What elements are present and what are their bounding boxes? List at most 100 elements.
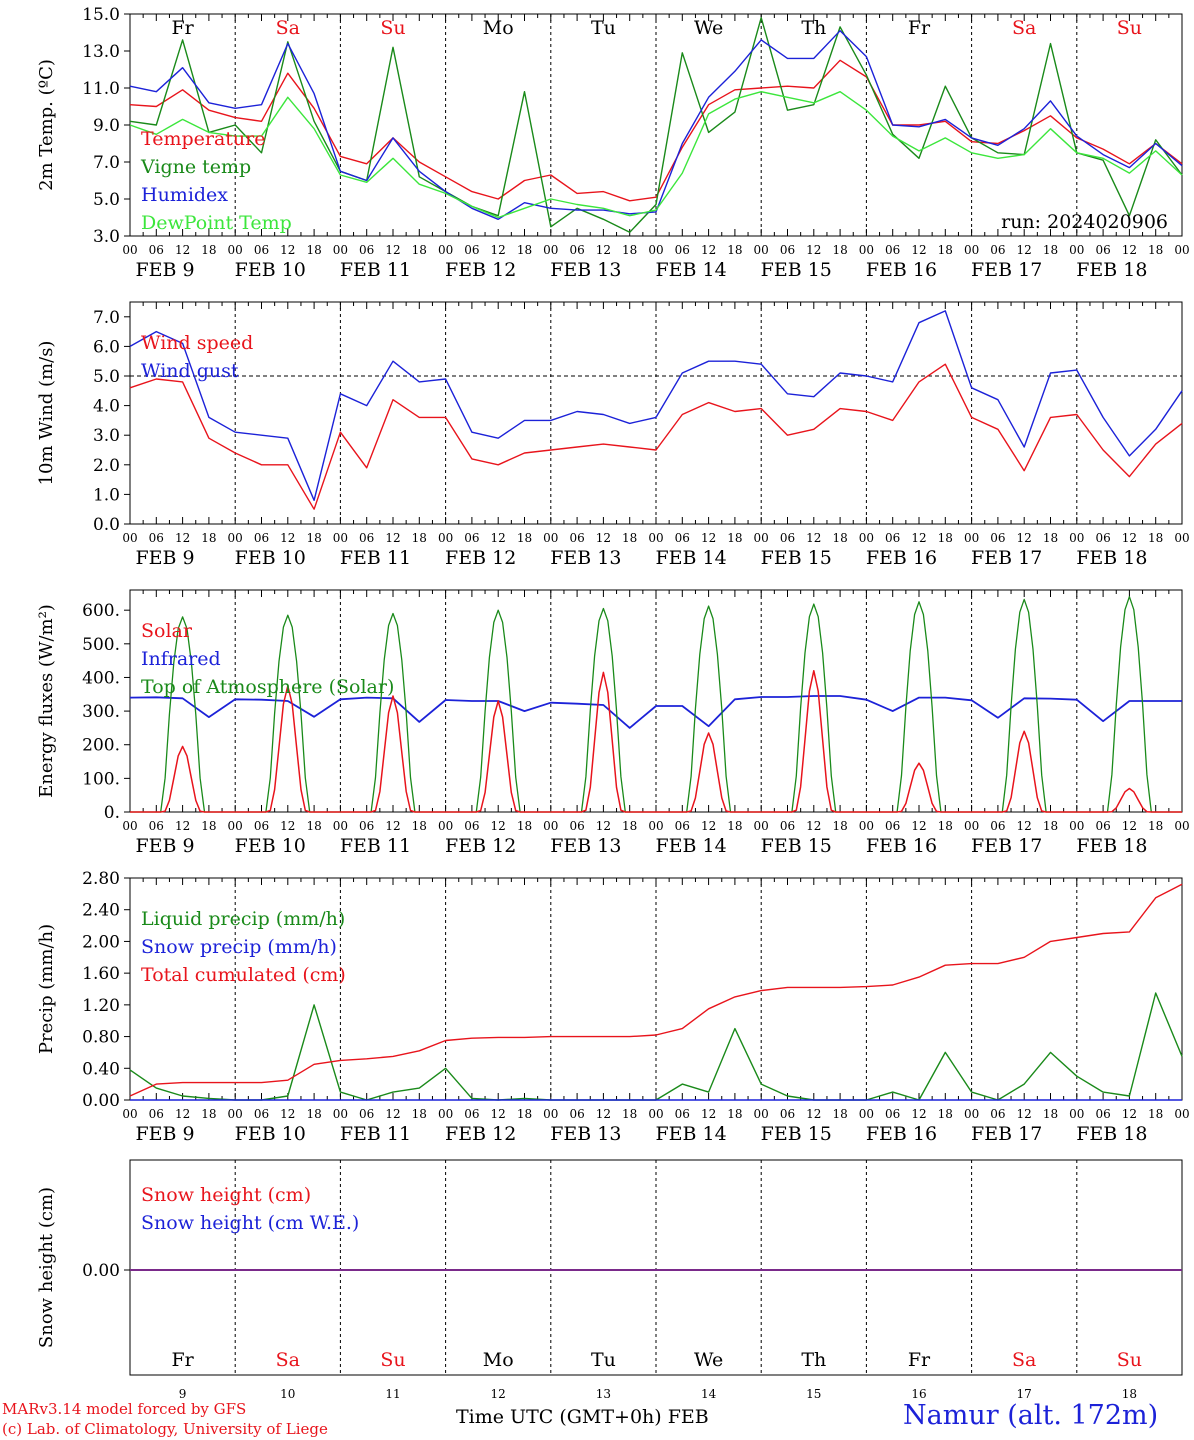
hour-tick-label: 18 (1148, 243, 1163, 257)
date-label: FEB 14 (655, 835, 726, 857)
y-axis-title-2: Energy fluxes (W/m²) (36, 604, 57, 798)
hour-tick-label: 18 (517, 1107, 532, 1121)
hour-tick-label: 00 (1174, 1107, 1189, 1121)
y-tick-label: 7.0 (93, 153, 120, 173)
date-label: FEB 17 (971, 547, 1042, 569)
y-tick-label: 4.0 (93, 397, 120, 417)
date-label: FEB 11 (340, 259, 411, 281)
hour-tick-label: 12 (385, 531, 400, 545)
hour-tick-label: 12 (1017, 1107, 1032, 1121)
hour-tick-label: 18 (1148, 531, 1163, 545)
legend-top-of-atmosphere-solar-: Top of Atmosphere (Solar) (141, 676, 394, 698)
weekday-label: Fr (908, 17, 931, 39)
hour-tick-label: 12 (1122, 1107, 1137, 1121)
weekday-label: Su (1117, 17, 1142, 39)
y-tick-label: 0.00 (82, 1261, 120, 1281)
y-tick-label: 0.40 (82, 1059, 120, 1079)
hour-tick-label: 18 (1043, 531, 1058, 545)
hour-tick-label: 06 (254, 531, 269, 545)
hour-tick-label: 18 (1148, 819, 1163, 833)
weekday-label: Th (801, 17, 826, 39)
hour-tick-label: 18 (517, 819, 532, 833)
hour-tick-label: 18 (1043, 819, 1058, 833)
day-number-label: 10 (280, 1387, 295, 1401)
hour-tick-label: 12 (175, 531, 190, 545)
hour-tick-label: 06 (675, 243, 690, 257)
y-tick-label: 200. (82, 736, 120, 756)
hour-tick-label: 06 (464, 1107, 479, 1121)
y-tick-label: 0.80 (82, 1028, 120, 1048)
series-total-cumulated-cm- (129, 883, 1183, 1097)
hour-tick-label: 06 (569, 531, 584, 545)
hour-tick-label: 18 (306, 1107, 321, 1121)
time-axis-title: Time UTC (GMT+0h) FEB (456, 1406, 709, 1428)
y-tick-label: 2.40 (82, 901, 120, 921)
hour-tick-label: 18 (938, 1107, 953, 1121)
model-credit: MARv3.14 model forced by GFS (2, 1400, 247, 1418)
hour-tick-label: 12 (806, 531, 821, 545)
date-label: FEB 11 (340, 547, 411, 569)
hour-tick-label: 00 (438, 819, 453, 833)
weekday-label-bottom: Su (1117, 1349, 1142, 1371)
hour-tick-label: 06 (149, 531, 164, 545)
y-tick-label: 15.0 (82, 5, 120, 25)
y-tick-label: 11.0 (82, 79, 120, 99)
legend-vigne-temp: Vigne temp (140, 156, 251, 178)
hour-tick-label: 12 (1122, 531, 1137, 545)
hour-tick-label: 18 (412, 1107, 427, 1121)
hour-tick-label: 00 (543, 243, 558, 257)
weekday-label-bottom: Tu (591, 1349, 616, 1371)
lab-credit: (c) Lab. of Climatology, University of L… (2, 1420, 328, 1438)
y-tick-label: 3.0 (93, 227, 120, 247)
series-solar (656, 732, 762, 813)
series-solar (1076, 787, 1182, 813)
hour-tick-label: 18 (412, 243, 427, 257)
hour-tick-label: 12 (596, 819, 611, 833)
weekday-label: Tu (591, 17, 616, 39)
y-tick-label: 9.0 (93, 116, 120, 136)
hour-tick-label: 00 (228, 243, 243, 257)
hour-tick-label: 12 (701, 1107, 716, 1121)
hour-tick-label: 18 (517, 531, 532, 545)
hour-tick-label: 00 (122, 819, 137, 833)
weekday-label: Mo (483, 17, 514, 39)
series-infrared (129, 695, 1182, 729)
hour-tick-label: 12 (596, 243, 611, 257)
date-label: FEB 13 (550, 547, 621, 569)
hour-tick-label: 18 (306, 531, 321, 545)
hour-tick-label: 12 (806, 1107, 821, 1121)
date-label: FEB 10 (235, 259, 306, 281)
hour-tick-label: 00 (1069, 819, 1084, 833)
hour-tick-label: 06 (569, 819, 584, 833)
hour-tick-label: 12 (385, 1107, 400, 1121)
date-label: FEB 16 (866, 547, 937, 569)
date-label: FEB 9 (135, 259, 194, 281)
hour-tick-label: 18 (832, 1107, 847, 1121)
run-label: run: 2024020906 (1001, 211, 1168, 233)
weekday-label: Su (380, 17, 405, 39)
hour-tick-label: 06 (569, 243, 584, 257)
hour-tick-label: 06 (359, 531, 374, 545)
hour-tick-label: 06 (1095, 243, 1110, 257)
hour-tick-label: 18 (306, 819, 321, 833)
date-label: FEB 14 (655, 547, 726, 569)
hour-tick-label: 12 (806, 243, 821, 257)
series-solar (340, 695, 446, 813)
hour-tick-label: 06 (780, 819, 795, 833)
legend-solar: Solar (141, 620, 193, 642)
y-tick-label: 300. (82, 702, 120, 722)
hour-tick-label: 18 (727, 819, 742, 833)
series-top-of-atmosphere-solar (445, 609, 551, 813)
hour-tick-label: 00 (964, 1107, 979, 1121)
weekday-label-bottom: Fr (171, 1349, 194, 1371)
weekday-label-bottom: Mo (483, 1349, 514, 1371)
weekday-label: Sa (1012, 17, 1036, 39)
series-top-of-atmosphere-solar (971, 598, 1077, 813)
day-number-label: 13 (596, 1387, 611, 1401)
date-label: FEB 12 (445, 259, 516, 281)
hour-tick-label: 00 (228, 819, 243, 833)
hour-tick-label: 00 (859, 1107, 874, 1121)
legend-snow-height-cm-w-e-: Snow height (cm W.E.) (141, 1212, 359, 1234)
date-label: FEB 14 (655, 259, 726, 281)
